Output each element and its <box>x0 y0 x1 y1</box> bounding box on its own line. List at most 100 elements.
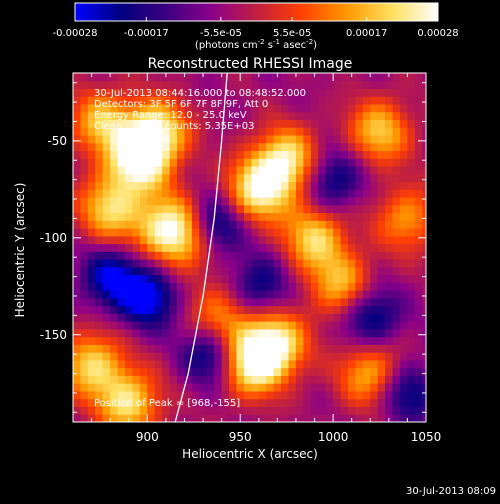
heatmap-cell <box>422 212 426 221</box>
heatmap-cell <box>206 274 215 283</box>
heatmap-cell <box>162 220 171 229</box>
heatmap-cell <box>229 336 237 345</box>
heatmap-cell <box>370 266 379 276</box>
heatmap-cell <box>407 359 416 369</box>
heatmap-cell <box>266 220 275 229</box>
heatmap-cell <box>214 406 223 415</box>
heatmap-cell <box>139 336 148 345</box>
heatmap-cell <box>355 181 364 190</box>
heatmap-cell <box>117 150 126 159</box>
heatmap-cell <box>303 173 312 183</box>
heatmap-cell <box>102 88 111 97</box>
heatmap-cell <box>191 135 200 144</box>
heatmap-cell <box>414 266 423 276</box>
heatmap-cell <box>214 80 223 90</box>
heatmap-cell <box>87 398 96 407</box>
heatmap-cell <box>243 398 252 407</box>
heatmap-cell <box>392 166 401 175</box>
heatmap-cell <box>199 181 208 190</box>
heatmap-cell <box>206 406 215 415</box>
heatmap-cell <box>117 111 126 121</box>
heatmap-cell <box>236 352 245 361</box>
heatmap-cell <box>229 127 237 136</box>
heatmap-cell <box>399 390 408 400</box>
heatmap-cell <box>377 359 386 369</box>
heatmap-cell <box>422 235 426 245</box>
heatmap-cell <box>95 189 104 198</box>
heatmap-cell <box>347 150 356 159</box>
heatmap-cell <box>214 150 223 159</box>
heatmap-cell <box>399 158 408 167</box>
heatmap-cell <box>110 135 119 144</box>
heatmap-cell <box>95 80 104 90</box>
heatmap-cell <box>288 243 297 252</box>
heatmap-cell <box>177 212 185 221</box>
heatmap-cell <box>199 352 208 361</box>
heatmap-cell <box>184 297 193 307</box>
heatmap-cell <box>214 282 223 291</box>
heatmap-cell <box>318 328 327 338</box>
heatmap-cell <box>125 251 133 260</box>
heatmap-cell <box>318 282 327 291</box>
heatmap-cell <box>377 135 386 144</box>
heatmap-cell <box>310 228 319 237</box>
heatmap-cell <box>385 352 394 361</box>
heatmap-cell <box>414 158 423 167</box>
heatmap-cell <box>243 228 252 237</box>
heatmap-cell <box>303 104 312 113</box>
heatmap-cell <box>177 367 185 376</box>
heatmap-cell <box>370 336 379 345</box>
heatmap-cell <box>340 375 349 384</box>
heatmap-cell <box>333 181 342 190</box>
heatmap-cell <box>392 282 401 291</box>
heatmap-cell <box>184 359 193 369</box>
heatmap-cell <box>281 313 290 322</box>
heatmap-cell <box>117 375 126 384</box>
heatmap-cell <box>102 352 111 361</box>
heatmap-cell <box>169 127 178 136</box>
heatmap-cell <box>370 390 379 400</box>
heatmap-cell <box>258 414 267 422</box>
heatmap-cell <box>377 80 386 90</box>
heatmap-cell <box>392 359 401 369</box>
heatmap-cell <box>110 259 119 268</box>
heatmap-cell <box>318 274 327 283</box>
heatmap-cell <box>333 352 342 361</box>
heatmap-cell <box>422 80 426 90</box>
heatmap-cell <box>162 328 171 338</box>
heatmap-cell <box>177 414 185 422</box>
heatmap-cell <box>236 228 245 237</box>
heatmap-cell <box>288 406 297 415</box>
heatmap-cell <box>110 344 119 353</box>
heatmap-cell <box>295 274 304 283</box>
heatmap-cell <box>80 305 89 314</box>
heatmap-cell <box>191 390 200 400</box>
heatmap-cell <box>87 313 96 322</box>
heatmap-cell <box>347 135 356 144</box>
heatmap-cell <box>422 336 426 345</box>
heatmap-cell <box>251 406 260 415</box>
heatmap-cell <box>266 181 275 190</box>
heatmap-cell <box>310 259 319 268</box>
heatmap-cell <box>266 352 275 361</box>
heatmap-cell <box>258 181 267 190</box>
heatmap-cell <box>273 212 282 221</box>
heatmap-cell <box>347 398 356 407</box>
heatmap-cell <box>392 96 401 105</box>
heatmap-cell <box>243 150 252 159</box>
heatmap-cell <box>273 266 282 276</box>
heatmap-cell <box>407 390 416 400</box>
heatmap-cell <box>310 96 319 105</box>
heatmap-cell <box>281 173 290 183</box>
heatmap-cell <box>236 220 245 229</box>
heatmap-cell <box>422 243 426 252</box>
heatmap-cell <box>399 96 408 105</box>
heatmap-cell <box>139 282 148 291</box>
heatmap-cell <box>281 305 290 314</box>
heatmap-cell <box>347 266 356 276</box>
heatmap-cell <box>221 73 230 82</box>
heatmap-cell <box>385 166 394 175</box>
heatmap-cell <box>73 383 81 392</box>
heatmap-cell <box>399 251 408 260</box>
heatmap-cell <box>117 359 126 369</box>
